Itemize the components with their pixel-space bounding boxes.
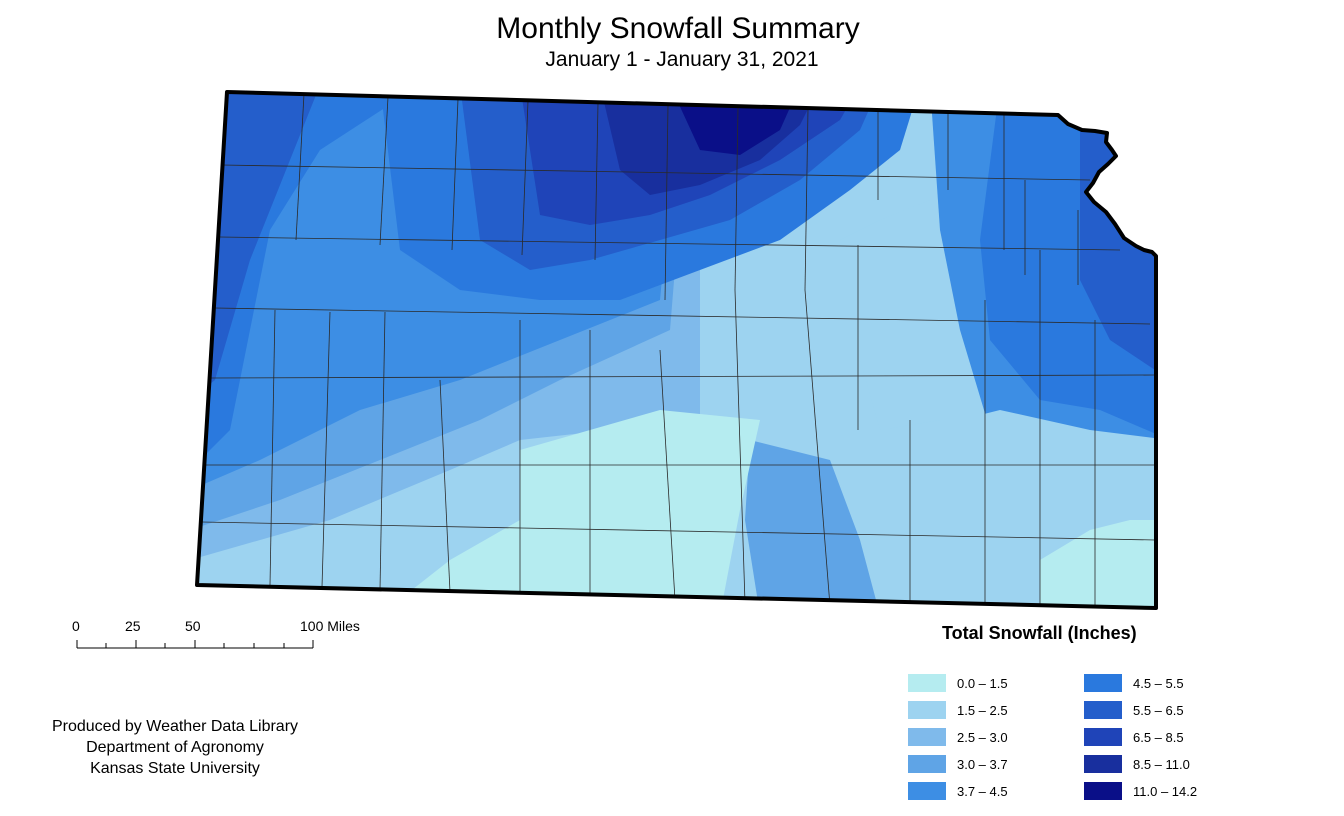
zone-1p5-2p5-central [840,200,960,430]
legend-label: 6.5 – 8.5 [1133,729,1184,745]
legend-swatch [908,728,946,746]
legend-label: 8.5 – 11.0 [1133,756,1190,772]
county-boundaries [201,93,1156,607]
legend-label: 1.5 – 2.5 [957,702,1008,718]
legend-label: 2.5 – 3.0 [957,729,1008,745]
legend-item: 11.0 – 14.2 [1084,782,1197,800]
legend-swatch [1084,782,1122,800]
map-title: Monthly Snowfall Summary [496,12,860,45]
scale-bar-graphic [76,640,314,649]
scale-label-0: 0 [72,618,80,634]
legend-item: 0.0 – 1.5 [908,674,1008,692]
legend-item: 6.5 – 8.5 [1084,728,1184,746]
state-outline [195,90,1158,610]
legend-label: 3.0 – 3.7 [957,756,1008,772]
legend-label: 3.7 – 4.5 [957,783,1008,799]
legend-label: 0.0 – 1.5 [957,675,1008,691]
legend-item: 5.5 – 6.5 [1084,701,1184,719]
legend-swatch [908,674,946,692]
legend-swatch [1084,728,1122,746]
legend-label: 5.5 – 6.5 [1133,702,1184,718]
legend-swatch [908,701,946,719]
legend: 0.0 – 1.5 1.5 – 2.5 2.5 – 3.0 3.0 – 3.7 3.7 … [908,674,1238,809]
legend-label: 11.0 – 14.2 [1133,783,1198,799]
legend-item: 1.5 – 2.5 [908,701,1008,719]
legend-swatch [908,755,946,773]
legend-swatch [1084,755,1122,773]
scale-label-100: 100 Miles [300,618,360,634]
zone-0p0-1p5-southeast [1040,520,1156,608]
zone-0p0-1p5-south [380,410,760,608]
credit-line-2: Department of Agronomy [86,739,264,756]
legend-item: 8.5 – 11.0 [1084,755,1190,773]
scale-label-25: 25 [125,618,141,634]
legend-item: 3.0 – 3.7 [908,755,1008,773]
legend-swatch [1084,674,1122,692]
legend-swatch [1084,701,1122,719]
snowfall-contours [197,92,1156,608]
credit-line-3: Kansas State University [90,760,260,777]
legend-title: Total Snowfall (Inches) [942,623,1137,643]
scale-label-50: 50 [185,618,201,634]
legend-item: 2.5 – 3.0 [908,728,1008,746]
legend-swatch [908,782,946,800]
credit-line-1: Produced by Weather Data Library [51,718,299,735]
legend-item: 4.5 – 5.5 [1084,674,1184,692]
legend-label: 4.5 – 5.5 [1133,675,1184,691]
credits: Produced by Weather Data Library Departm… [20,716,330,779]
legend-item: 3.7 – 4.5 [908,782,1008,800]
zone-3p0-3p7-south [745,440,880,608]
scale-bar: 0 25 50 100 Miles [60,612,390,662]
map-subtitle: January 1 - January 31, 2021 [545,48,819,71]
